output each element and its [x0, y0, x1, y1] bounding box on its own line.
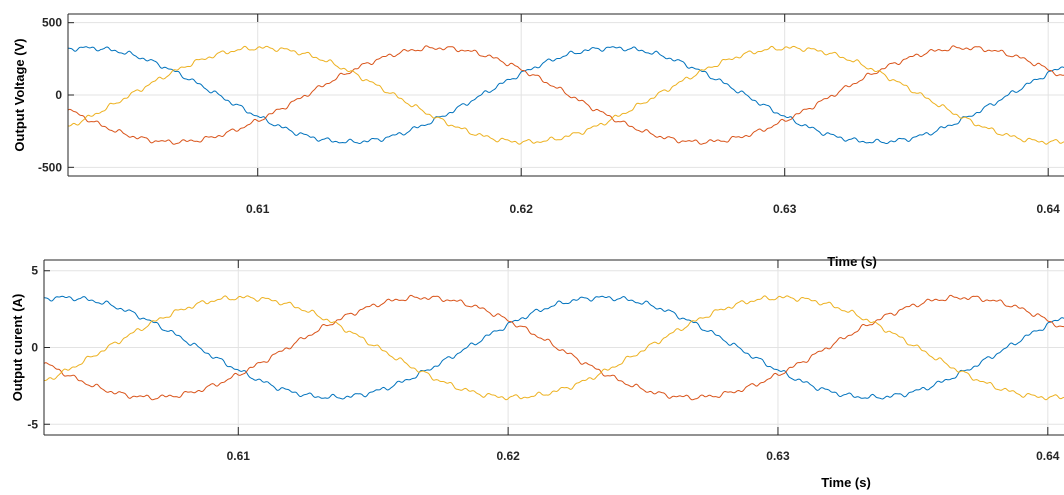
x-tick-label: 0.63	[773, 202, 797, 216]
y-tick-label: -5	[27, 417, 38, 431]
y-axis-label: Output curent (A)	[10, 294, 25, 402]
x-tick-label: 0.62	[510, 202, 534, 216]
y-tick-label: -500	[38, 160, 62, 174]
series-line	[43, 294, 1064, 401]
series-line	[67, 45, 1064, 145]
y-tick-label: 0	[31, 341, 38, 355]
x-axis-label: Time (s)	[821, 475, 871, 490]
x-tick-label: 0.63	[766, 449, 790, 463]
y-tick-label: 0	[55, 88, 62, 102]
x-tick-label: 0.61	[227, 449, 251, 463]
series-line	[68, 45, 1064, 145]
x-tick-label: 0.64	[1037, 202, 1061, 216]
x-tick-label: 0.64	[1036, 449, 1060, 463]
series-line	[43, 295, 1064, 401]
y-axis-label: Output Voltage (V)	[12, 38, 27, 151]
voltage-plot: 0.61 0.62 0.63 0.64 500 0 -500 Time (s) Output V…	[12, 13, 1064, 269]
series-line	[67, 46, 1064, 145]
x-tick-label: 0.62	[496, 449, 520, 463]
series-line	[43, 295, 1064, 400]
x-tick-label: 0.61	[246, 202, 270, 216]
x-axis-label: Time (s)	[827, 254, 877, 269]
y-tick-label: 500	[42, 16, 62, 30]
current-plot: 0.61 0.62 0.63 0.64 5 0 -5 Time (s) Output curen…	[10, 259, 1064, 490]
y-tick-label: 5	[31, 264, 38, 278]
